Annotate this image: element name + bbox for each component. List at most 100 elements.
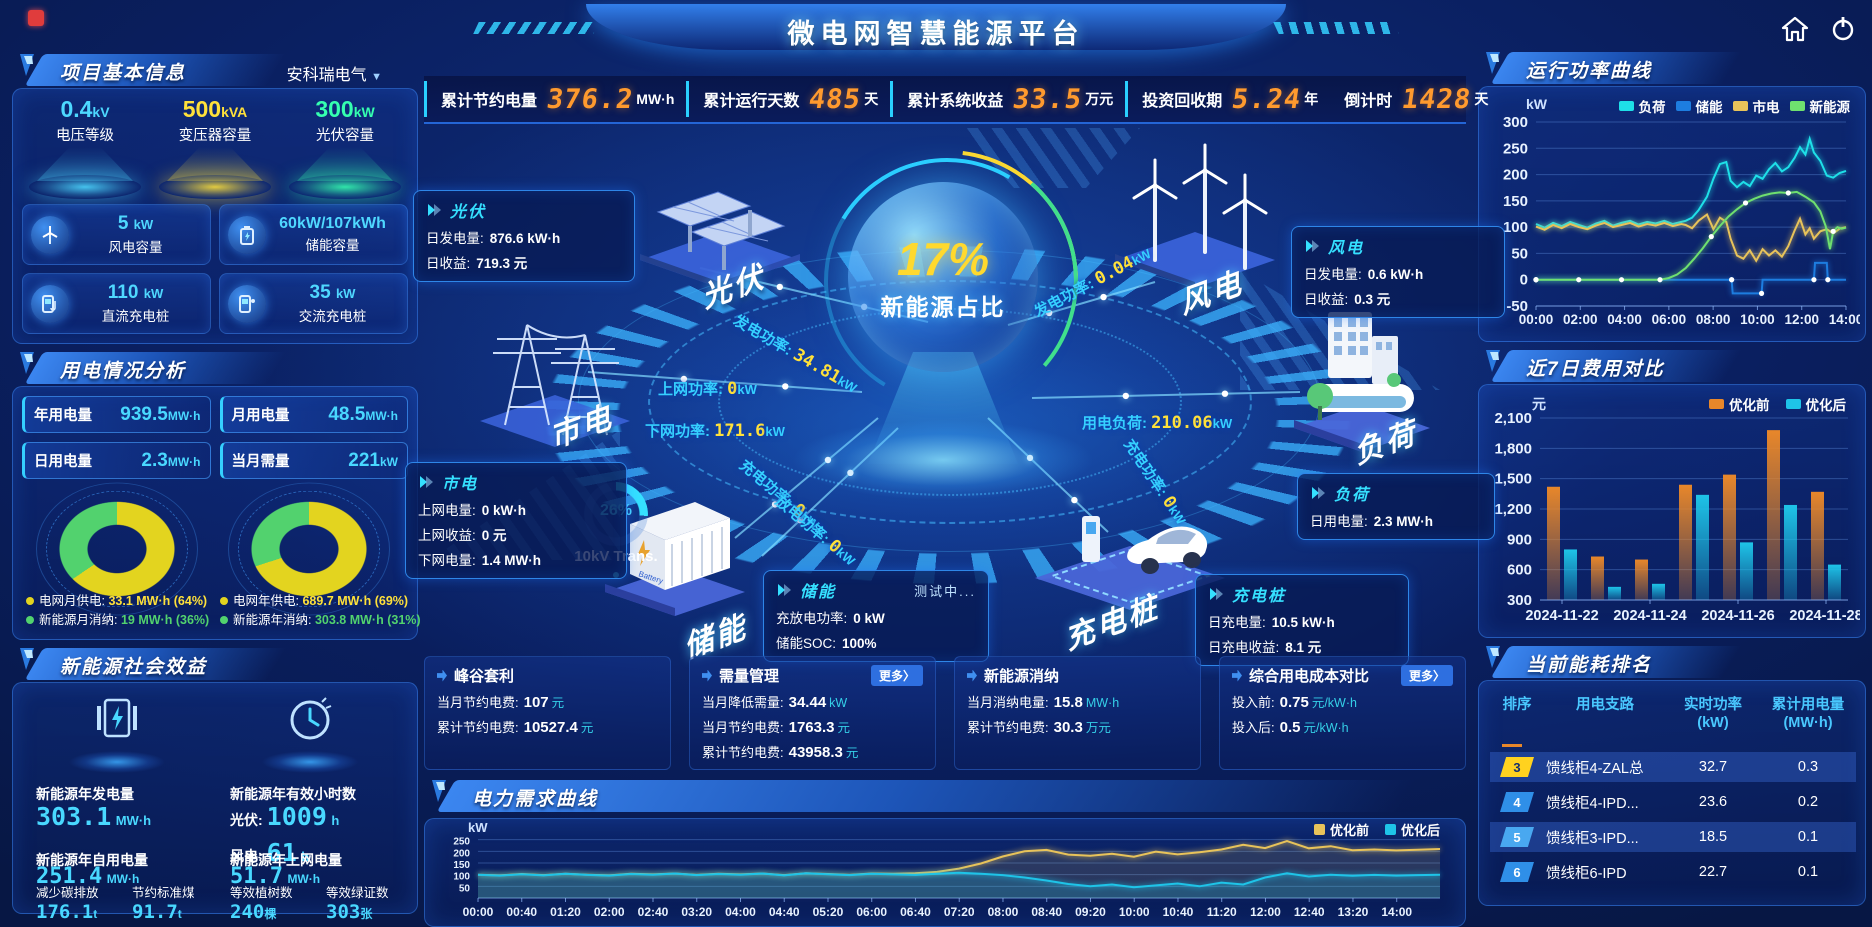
kpi-value: 485: [807, 83, 864, 115]
stat-value: 939.5MW·h: [120, 403, 201, 425]
legend-swatch: [1785, 399, 1801, 409]
svg-text:100: 100: [453, 872, 470, 883]
legend-item-新能源[interactable]: 新能源: [1789, 96, 1850, 116]
panel-cost-compare: 近7日费用对比 元 优化前 优化后 2,100 1,800 1,500 1,200 900…: [1478, 348, 1866, 638]
bottom-big-value-0: 251.4 MW·h: [36, 864, 140, 889]
panel-title: 电力需求曲线: [472, 789, 599, 810]
donut-legend-item: 新能源年消纳: 303.8 MW·h (31%): [220, 611, 421, 630]
bottom-small-3: 等效绿证数 303张: [326, 886, 389, 923]
branch-name: 馈线柜3-IPD...: [1546, 830, 1639, 847]
hours-label: 新能源年有效小时数: [230, 786, 356, 802]
kpi-label: 倒计时: [1344, 93, 1393, 110]
benefit-card-header: 新能源消纳: [967, 665, 1188, 686]
chevron-right-icon: [420, 476, 433, 488]
record-indicator-icon: [28, 10, 44, 26]
flow-label-4: 用电负荷: 210.06kW: [1082, 413, 1233, 433]
svg-text:2024-11-24: 2024-11-24: [1613, 608, 1686, 624]
panel-title: 运行功率曲线: [1526, 61, 1653, 82]
info-box-row: 日充电收益: 8.1 元: [1208, 640, 1322, 655]
legend-item-负荷[interactable]: 负荷: [1618, 96, 1666, 116]
power-icon[interactable]: [1828, 14, 1858, 44]
battery-icon: [228, 215, 266, 254]
rank-row-5[interactable]: 5 馈线柜3-IPD... 18.5 0.1: [1490, 822, 1856, 852]
rank-row-4[interactable]: 4 馈线柜4-IPD... 23.6 0.2: [1490, 787, 1856, 817]
chevron-right-icon: [1210, 588, 1223, 600]
total-energy: 0.1: [1797, 864, 1819, 880]
hours-row-0: 光伏: 1009 h: [230, 802, 340, 831]
legend-item-优化后[interactable]: 优化后: [1785, 394, 1846, 414]
branch-name: 馈线柜6-IPD: [1546, 865, 1627, 882]
cost-y-unit: 元: [1532, 396, 1546, 412]
donut-legend-item: 电网年供电: 689.7 MW·h (69%): [220, 592, 421, 611]
capacity-card-3: 35 kW 交流充电桩: [219, 273, 408, 334]
svg-text:2,100: 2,100: [1494, 410, 1532, 427]
rank-row-3[interactable]: 3 馈线柜4-ZAL总 32.7 0.3: [1490, 752, 1856, 782]
legend-item-优化后[interactable]: 优化后: [1384, 820, 1440, 839]
node-label-charger: 充电桩: [1061, 590, 1163, 657]
svg-text:2024-11-26: 2024-11-26: [1701, 608, 1774, 624]
year-donut-legend: 电网年供电: 689.7 MW·h (69%) 新能源年消纳: 303.8 MW·…: [220, 592, 421, 630]
flow-label-0: 发电功率: 34.81kW: [730, 312, 860, 396]
panel-corner-icon: [1484, 644, 1514, 675]
bottom-small-1: 节约标准煤 91.7t: [132, 886, 195, 923]
info-box-charger: 充电桩 日充电量: 10.5 kW·h 日充电收益: 8.1 元: [1195, 574, 1409, 666]
panel-title: 当前能耗排名: [1526, 655, 1653, 676]
more-button[interactable]: 更多〉: [870, 665, 923, 686]
legend-swatch: [1384, 824, 1396, 835]
info-box-row: 日用电量: 2.3 MW·h: [1310, 514, 1434, 529]
svg-text:300: 300: [1503, 114, 1528, 131]
benefit-card-row: 当月节约电费: 107 元: [437, 694, 565, 711]
rank-badge: 5: [1500, 827, 1534, 847]
header-swoosh: [586, 4, 1286, 50]
capacity-podium-1: 500kVA 变压器容量: [150, 96, 280, 199]
legend-item-优化前[interactable]: 优化前: [1709, 394, 1770, 414]
total-energy: 0.2: [1797, 794, 1819, 810]
benefit-card-row: 投入后: 0.5 元/kW·h: [1232, 719, 1349, 736]
flow-label-6: 放电功率: 0kW: [771, 492, 858, 569]
rank-table: 排序 用电支路 实时功率 (kW) 累计用电量 (MW·h) 3 馈线柜4-ZAL总 32.7…: [1490, 696, 1856, 887]
kpi-label: 累计运行天数: [703, 93, 800, 110]
capacity-card-1: 60kW/107kWh 储能容量: [219, 204, 408, 265]
panel-corner-icon: [430, 778, 460, 809]
legend-swatch: [1732, 101, 1748, 111]
company-selector[interactable]: 安科瑞电气 ▼: [286, 67, 382, 84]
capacity-card-2: 110 kW 直流充电桩: [22, 273, 211, 334]
kpi-value: 1428: [1400, 83, 1474, 115]
legend-item-优化前[interactable]: 优化前: [1313, 820, 1369, 839]
legend-item-市电[interactable]: 市电: [1732, 96, 1780, 116]
capacity-value: 60kW/107kWh: [279, 215, 386, 232]
flow-label-1: 发电功率: 0.04kW: [1031, 245, 1154, 321]
legend-item-储能[interactable]: 储能: [1675, 96, 1723, 116]
capacity-label: 交流充电桩: [298, 309, 367, 324]
rank-row-6[interactable]: 6 馈线柜6-IPD 22.7 0.1: [1490, 857, 1856, 887]
svg-text:08:00: 08:00: [988, 905, 1019, 919]
kpi-unit: 万元: [1085, 91, 1114, 107]
realtime-power: 32.7: [1698, 759, 1728, 775]
svg-text:07:20: 07:20: [944, 905, 975, 919]
svg-text:1,800: 1,800: [1494, 440, 1532, 457]
home-icon[interactable]: [1780, 14, 1810, 44]
month-donut-legend: 电网月供电: 33.1 MW·h (64%) 新能源月消纳: 19 MW·h (3…: [26, 592, 209, 630]
benefit-card-header: 综合用电成本对比 更多〉: [1232, 665, 1453, 686]
podium-cone: [297, 147, 393, 181]
podium-label: 电压等级: [56, 128, 114, 144]
chevron-right-icon: [1312, 487, 1325, 499]
stat-value: 48.5MW·h: [328, 403, 398, 425]
benefit-card-header: 峰谷套利: [437, 665, 658, 686]
wind-turbine-icon: [31, 215, 69, 254]
chevron-down-icon: ▼: [371, 71, 382, 83]
svg-text:00:40: 00:40: [506, 905, 537, 919]
kpi-3: 投资回收期 5.24 年: [1125, 81, 1330, 117]
panel-title: 近7日费用对比: [1526, 359, 1665, 380]
more-button[interactable]: 更多〉: [1400, 665, 1453, 686]
info-box-badge: 测试中...: [914, 583, 976, 599]
svg-text:0: 0: [1520, 272, 1528, 289]
bottom-big-value-1: 51.7 MW·h: [230, 864, 321, 889]
svg-text:2024-11-28: 2024-11-28: [1789, 608, 1860, 624]
donut-legend-item: 新能源月消纳: 19 MW·h (36%): [26, 611, 209, 630]
kpi-1: 累计运行天数 485 天: [686, 81, 890, 117]
rank-col-header: 用电支路: [1576, 697, 1634, 713]
podium-glow-icon: [159, 175, 271, 199]
svg-text:12:40: 12:40: [1294, 905, 1325, 919]
